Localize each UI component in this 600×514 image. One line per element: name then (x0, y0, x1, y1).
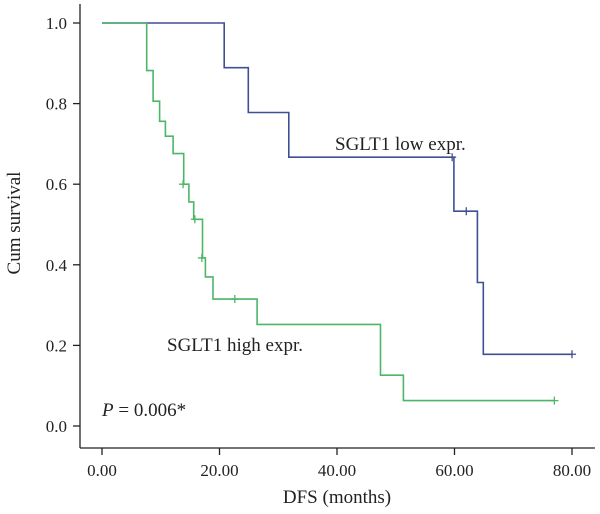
series-label-high: SGLT1 high expr. (167, 335, 303, 356)
censor-mark-high (230, 295, 239, 304)
y-tick-label: 0.6 (46, 175, 67, 194)
survival-line-low (102, 22, 572, 356)
y-axis-title: Cum survival (4, 172, 25, 275)
censor-mark-low (568, 350, 576, 359)
plot-frame (79, 4, 595, 449)
x-axis-title: DFS (months) (283, 487, 391, 508)
p-value-prefix: P (101, 400, 114, 421)
y-tick-label: 1.0 (46, 14, 67, 33)
series-label-low: SGLT1 low expr. (335, 134, 466, 155)
censor-mark-low (462, 207, 471, 216)
p-value-text: = 0.006* (114, 400, 186, 421)
p-value-annotation: P = 0.006* (101, 400, 186, 421)
x-tick-label: 20.00 (200, 461, 238, 480)
y-tick-label: 0.4 (46, 256, 68, 275)
censor-mark-high (197, 253, 206, 262)
y-tick-label: 0.0 (46, 417, 67, 436)
x-tick-label: 40.00 (318, 461, 356, 480)
x-tick-label: 80.00 (553, 461, 591, 480)
series-layer (102, 22, 576, 405)
censor-mark-high (550, 396, 559, 405)
x-tick-label: 0.00 (87, 461, 117, 480)
x-tick-label: 60.00 (435, 461, 473, 480)
censor-mark-high (190, 215, 199, 224)
y-tick-label: 0.8 (46, 95, 67, 114)
censor-mark-low (448, 153, 457, 162)
y-axis-ticks: 0.0 0.2 0.4 0.6 0.8 1.0 (46, 14, 80, 436)
censor-mark-high (179, 180, 188, 189)
y-tick-label: 0.2 (46, 336, 67, 355)
survival-line-high (102, 22, 555, 402)
x-axis-ticks: 0.00 20.00 40.00 60.00 80.00 (87, 448, 591, 480)
